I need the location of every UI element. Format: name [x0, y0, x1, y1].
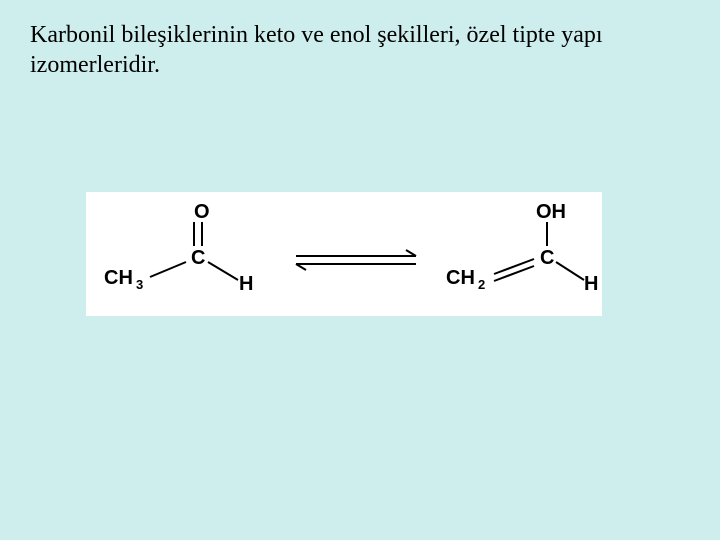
keto-H: H — [239, 273, 253, 295]
enol-CH2-sub: 2 — [478, 277, 485, 292]
keto-CH3: CH — [104, 267, 133, 289]
enol-ch2-c-bond-a — [494, 259, 534, 274]
keto-O: O — [194, 201, 210, 223]
enol-OH: OH — [536, 201, 566, 223]
keto-ch3-c-bond — [150, 262, 186, 277]
keto-CH3-sub: 3 — [136, 277, 143, 292]
equilibrium-arrow — [296, 250, 416, 270]
enol-C: C — [540, 247, 554, 269]
enol-CH2: CH — [446, 267, 475, 289]
keto-C: C — [191, 247, 205, 269]
page-title: Karbonil bileşiklerinin keto ve enol şek… — [30, 20, 670, 80]
tautomer-svg: O C CH 3 H OH C CH 2 — [86, 192, 602, 316]
tautomer-figure: O C CH 3 H OH C CH 2 — [86, 192, 602, 316]
keto-c-h-bond — [208, 262, 238, 280]
enol-ch2-c-bond-b — [494, 266, 534, 281]
enol-c-h-bond — [556, 262, 584, 280]
enol-H: H — [584, 273, 598, 295]
